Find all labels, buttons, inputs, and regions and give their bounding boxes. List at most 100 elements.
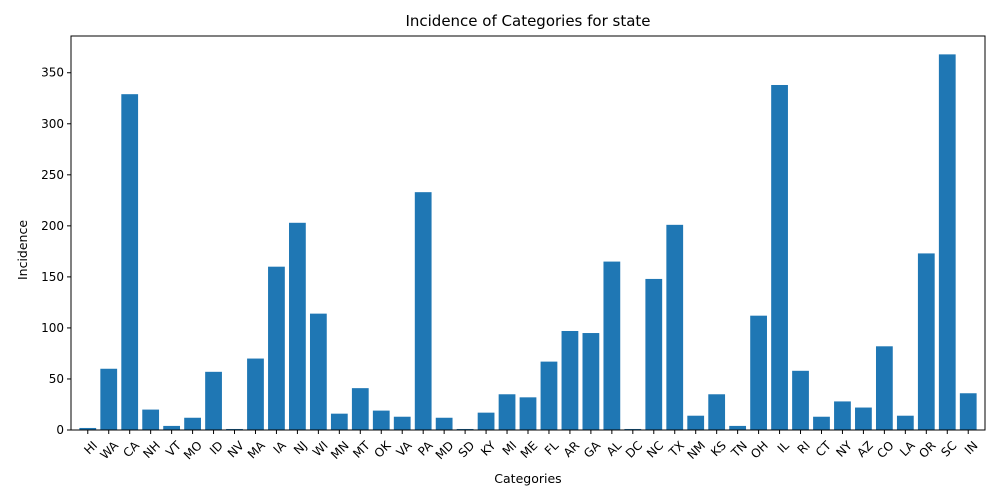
- x-tick-label: NV: [225, 438, 248, 461]
- bar-ri: [792, 370, 809, 430]
- x-tick-label: AZ: [854, 438, 876, 460]
- bar-nv: [226, 428, 243, 430]
- x-tick-label: KS: [708, 438, 729, 459]
- x-tick-label: OR: [916, 438, 938, 460]
- y-tick-label: 250: [41, 168, 64, 182]
- bar-nm: [687, 415, 705, 430]
- x-tick-label: OH: [748, 438, 771, 461]
- bar-ca: [121, 94, 139, 431]
- x-tick-label: DC: [623, 438, 645, 460]
- bar-ma: [247, 358, 264, 430]
- bars-group: [79, 54, 977, 431]
- y-tick-label: 300: [41, 117, 64, 131]
- x-tick-label: MA: [245, 438, 269, 462]
- x-tick-label: CA: [120, 438, 142, 460]
- x-tick-label: LA: [897, 438, 918, 459]
- x-tick-label: WA: [97, 438, 121, 462]
- x-tick-label: FL: [542, 438, 562, 458]
- bar-ct: [813, 416, 830, 430]
- x-tick-label: TX: [665, 438, 687, 460]
- x-tick-label: NY: [833, 438, 855, 460]
- bar-hi: [79, 427, 97, 430]
- bar-fl: [540, 361, 558, 430]
- x-tick-label: IA: [271, 438, 290, 457]
- y-tick-label: 100: [41, 321, 64, 335]
- x-tick-label: CO: [874, 438, 897, 461]
- x-tick-label: OK: [371, 438, 394, 461]
- y-axis-label: Incidence: [15, 220, 30, 280]
- bar-il: [771, 84, 788, 431]
- x-tick-label: HI: [81, 438, 100, 457]
- bar-ky: [477, 412, 495, 430]
- x-tick-label: IL: [775, 438, 792, 455]
- bar-tn: [729, 425, 747, 430]
- x-tick-label: CT: [813, 438, 834, 459]
- y-tick-label: 150: [41, 270, 64, 284]
- x-tick-label: SC: [938, 438, 959, 459]
- bar-nj: [289, 222, 306, 430]
- bar-wi: [309, 313, 327, 430]
- x-tick-label: MO: [181, 438, 205, 462]
- x-tick-label: RI: [795, 438, 813, 456]
- bar-or: [917, 253, 935, 430]
- x-tick-label: AL: [604, 438, 625, 459]
- x-tick-label: NH: [140, 438, 163, 461]
- x-tick-label: KY: [478, 438, 499, 459]
- bar-nc: [645, 278, 663, 430]
- x-tick-label: IN: [962, 438, 981, 457]
- bar-al: [603, 261, 621, 430]
- x-tick-label: NM: [684, 438, 708, 462]
- x-tick-label: WI: [310, 438, 331, 459]
- x-tick-label: ID: [207, 438, 226, 457]
- x-tick-label: SD: [456, 438, 478, 460]
- bar-id: [205, 371, 222, 430]
- bar-wa: [100, 368, 118, 430]
- bar-co: [875, 346, 893, 430]
- x-tick-label: NC: [644, 438, 666, 460]
- plot-frame: [70, 35, 986, 431]
- bar-nh: [142, 409, 160, 430]
- bar-me: [519, 397, 537, 430]
- x-tick-label: MN: [328, 438, 352, 462]
- x-tick-label: ME: [518, 438, 541, 461]
- bar-oh: [750, 315, 767, 430]
- bar-md: [435, 417, 453, 430]
- x-axis-label: Categories: [494, 471, 561, 486]
- chart-title: Incidence of Categories for state: [405, 12, 650, 30]
- x-tick-label: VT: [163, 438, 184, 459]
- x-tick-label: MT: [350, 438, 373, 461]
- bar-in: [959, 393, 977, 430]
- bar-sd: [456, 428, 474, 430]
- x-tick-label: TN: [728, 438, 750, 460]
- x-tick-label: AR: [561, 438, 583, 460]
- bar-mt: [351, 388, 369, 430]
- x-tick-label: PA: [415, 438, 436, 459]
- bar-vt: [163, 425, 181, 430]
- x-tick-label: NJ: [291, 438, 310, 457]
- y-tick-label: 350: [41, 66, 64, 80]
- x-tick-label: MI: [500, 438, 520, 458]
- bar-va: [393, 416, 411, 430]
- bar-sc: [938, 54, 956, 431]
- x-tick-label: GA: [581, 438, 604, 461]
- bar-pa: [414, 192, 432, 430]
- bar-dc: [624, 428, 642, 430]
- bar-tx: [666, 224, 684, 430]
- x-tick-label: MD: [433, 438, 457, 462]
- bar-ga: [582, 333, 600, 430]
- y-tick-label: 50: [49, 372, 64, 386]
- bar-mo: [184, 417, 201, 430]
- bar-ny: [834, 401, 851, 430]
- bar-ia: [268, 266, 285, 430]
- bar-az: [855, 407, 872, 430]
- x-tick-label: VA: [394, 438, 416, 460]
- bar-ok: [372, 410, 390, 430]
- bar-ks: [708, 394, 726, 430]
- y-tick-label: 200: [41, 219, 64, 233]
- bar-mi: [498, 394, 516, 430]
- bar-mn: [330, 413, 348, 430]
- bar-ar: [561, 330, 579, 430]
- bar-la: [896, 415, 914, 430]
